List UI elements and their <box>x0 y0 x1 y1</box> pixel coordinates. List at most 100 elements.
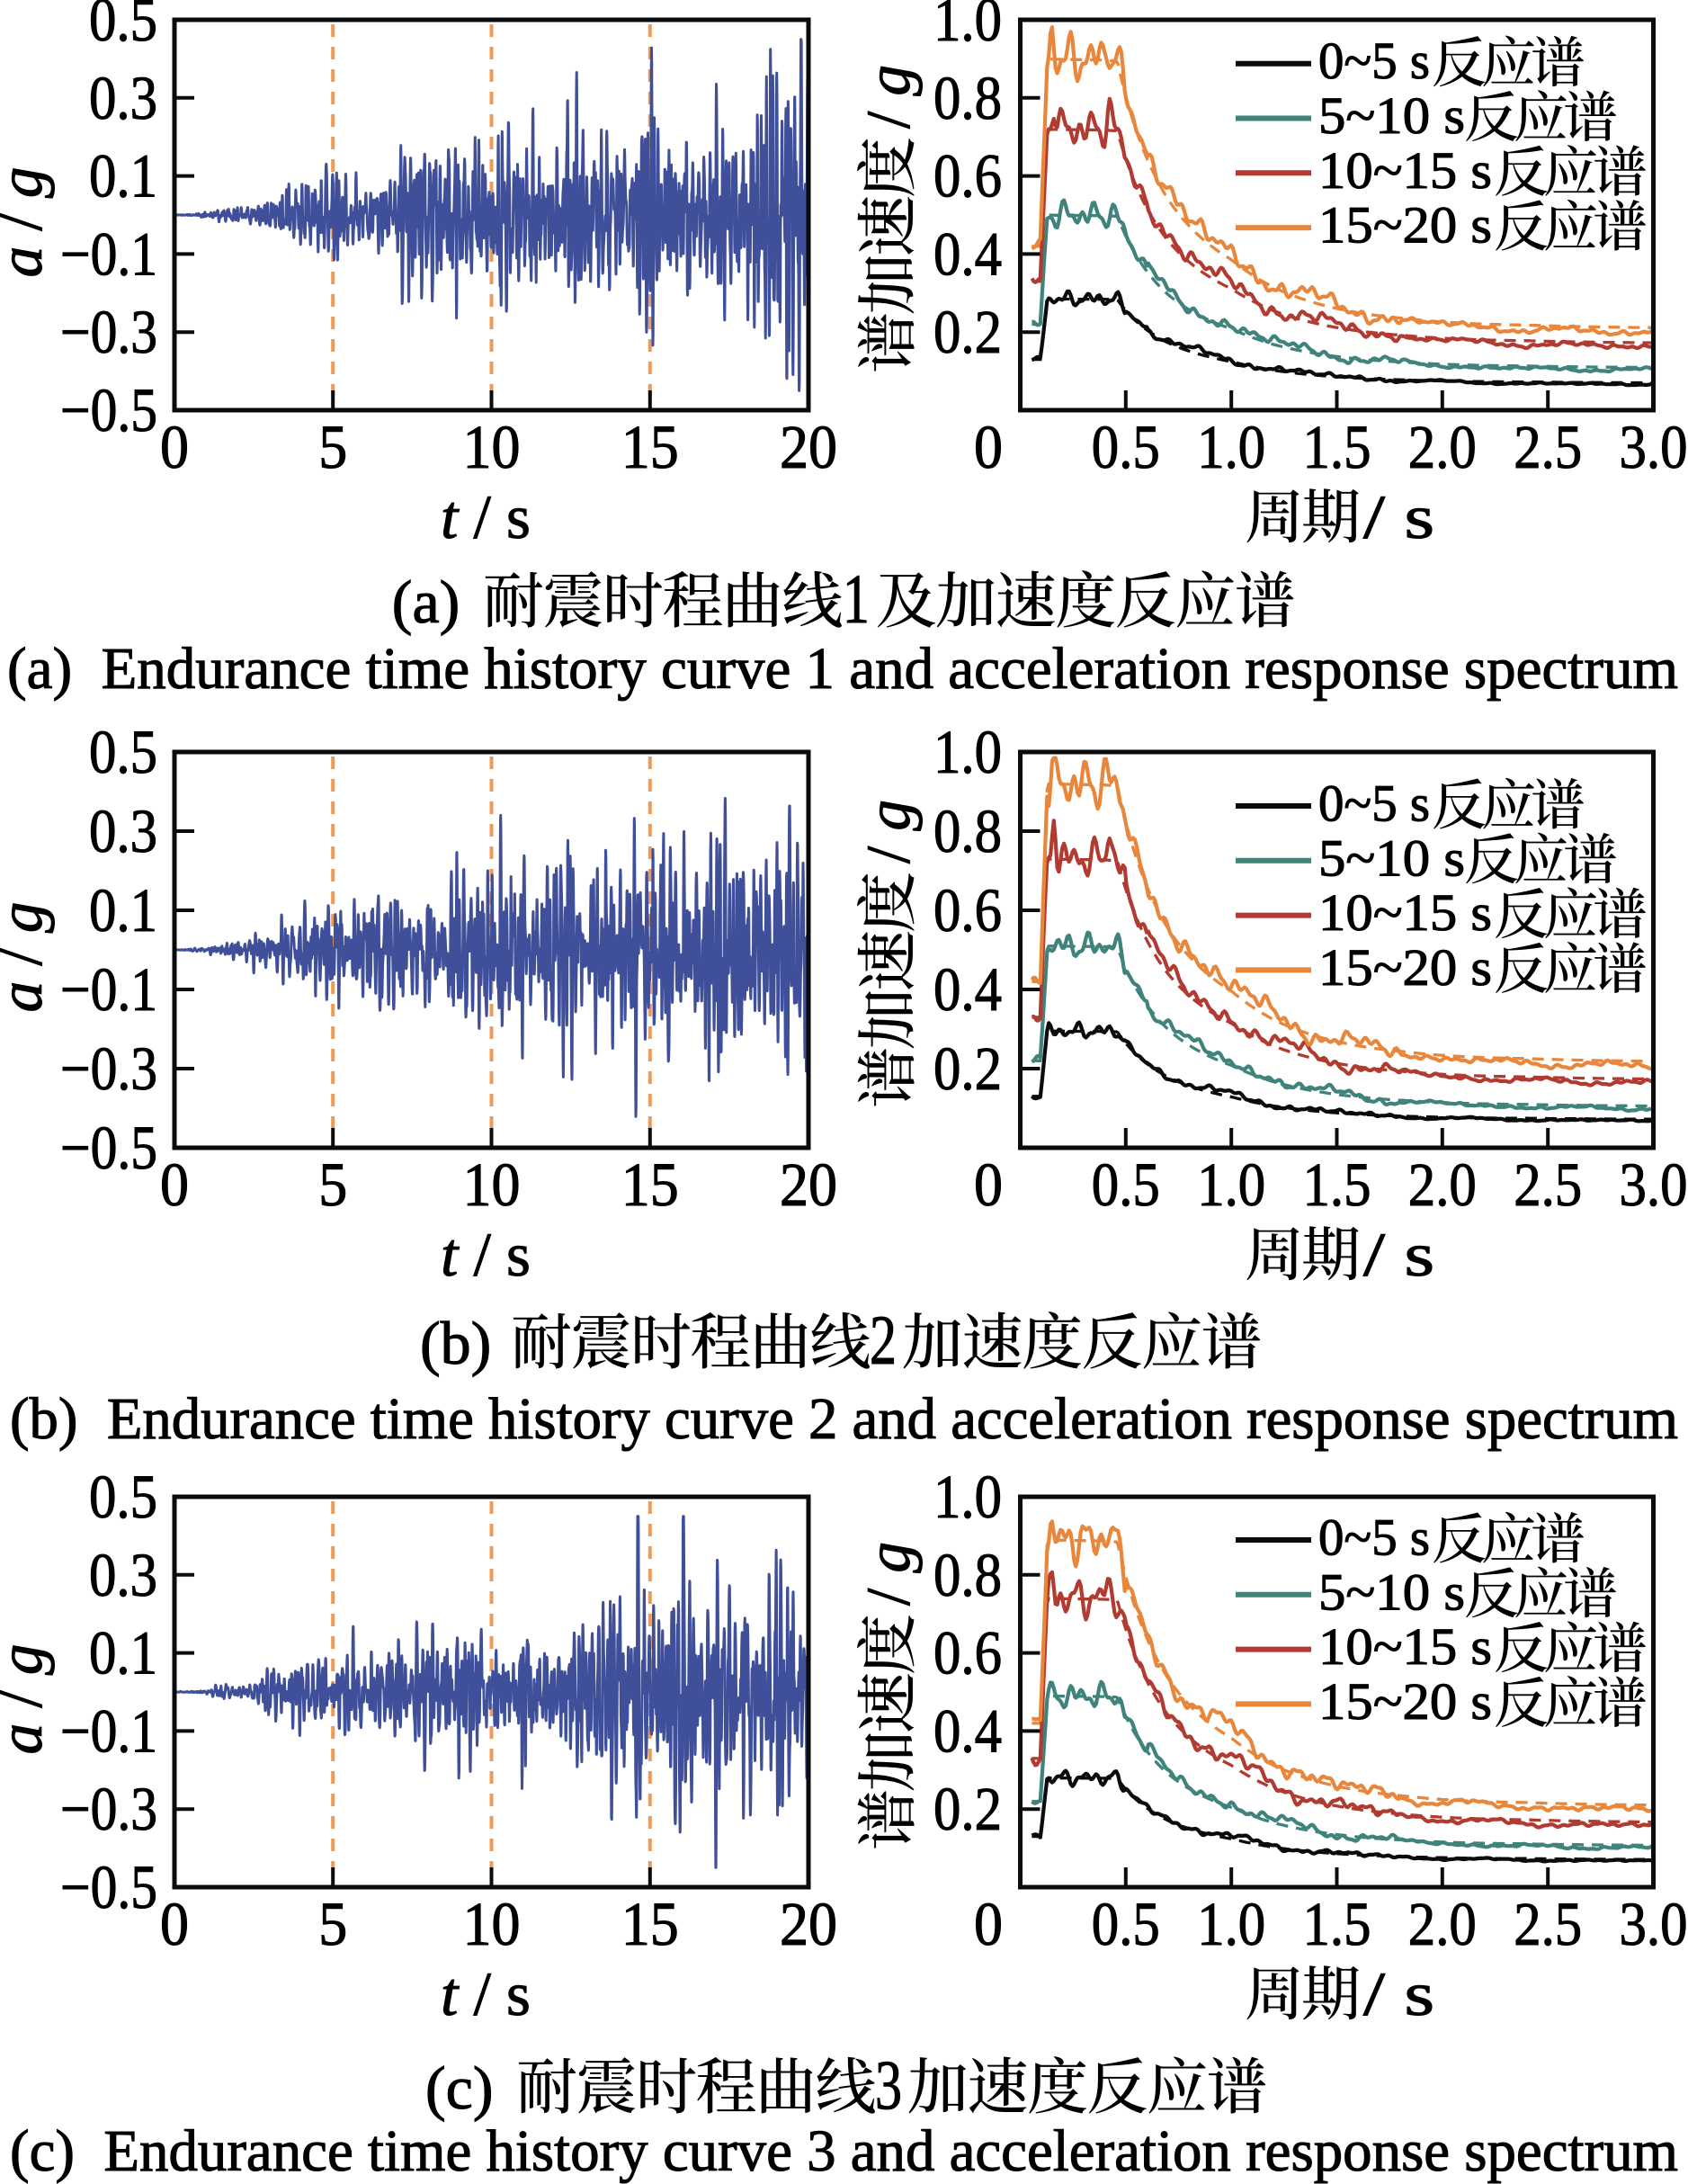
svg-text:15~20 s: 15~20 s <box>1318 1672 1492 1731</box>
svg-text:15: 15 <box>621 1890 679 1958</box>
svg-text:3.0: 3.0 <box>1620 1150 1688 1219</box>
svg-text:0: 0 <box>160 1890 189 1958</box>
svg-text:0.5: 0.5 <box>89 0 157 54</box>
svg-text:0.2: 0.2 <box>933 1775 1002 1843</box>
svg-text:0: 0 <box>974 1890 1003 1958</box>
svg-text:1.0: 1.0 <box>933 718 1002 786</box>
svg-text:0.4: 0.4 <box>933 955 1002 1024</box>
svg-text:/ g: / g <box>854 1542 923 1606</box>
svg-text:1.5: 1.5 <box>1303 413 1371 481</box>
svg-text:0.5: 0.5 <box>1092 413 1160 481</box>
svg-text:15~20 s: 15~20 s <box>1318 196 1492 255</box>
svg-text:5: 5 <box>318 413 347 481</box>
svg-text:0~5 s: 0~5 s <box>1318 31 1430 90</box>
svg-text:0.1: 0.1 <box>89 142 157 210</box>
svg-text:−0.3: −0.3 <box>60 1775 157 1843</box>
svg-text:0.3: 0.3 <box>89 1541 157 1609</box>
svg-text:−0.5: −0.5 <box>60 1853 157 1921</box>
svg-text:0.6: 0.6 <box>933 876 1002 944</box>
svg-text:5~10 s: 5~10 s <box>1318 1562 1465 1621</box>
svg-text:5: 5 <box>318 1150 347 1219</box>
svg-text:0.3: 0.3 <box>89 64 157 132</box>
svg-text:15: 15 <box>621 413 679 481</box>
svg-text:0.8: 0.8 <box>933 797 1002 865</box>
svg-text:0: 0 <box>160 1150 189 1219</box>
svg-text:a / g: a / g <box>0 902 55 1013</box>
svg-text:10: 10 <box>463 1150 521 1219</box>
svg-text:0.2: 0.2 <box>933 298 1002 366</box>
svg-text:/ s: / s <box>1363 483 1434 551</box>
svg-text:10: 10 <box>463 1890 521 1958</box>
svg-text:15: 15 <box>621 1150 679 1219</box>
svg-text:1.5: 1.5 <box>1303 1890 1371 1958</box>
svg-text:0.1: 0.1 <box>89 1619 157 1687</box>
svg-text:(c): (c) <box>425 2054 493 2122</box>
svg-text:1: 1 <box>843 559 870 638</box>
svg-text:(a) Endurance time history cu: (a) Endurance time history curve 1 and a… <box>7 636 1678 702</box>
svg-text:10: 10 <box>463 413 521 481</box>
svg-text:5~10 s: 5~10 s <box>1318 828 1465 887</box>
svg-text:0: 0 <box>974 413 1003 481</box>
svg-text:−0.1: −0.1 <box>60 1696 157 1765</box>
svg-text:10~15 s: 10~15 s <box>1318 141 1492 200</box>
svg-text:1.0: 1.0 <box>1197 1150 1265 1219</box>
svg-text:1.5: 1.5 <box>1303 1150 1371 1219</box>
svg-text:2.0: 2.0 <box>1408 1890 1477 1958</box>
svg-text:−0.5: −0.5 <box>60 376 157 444</box>
svg-text:5~10 s: 5~10 s <box>1318 86 1465 145</box>
svg-text:(b): (b) <box>420 1309 491 1377</box>
svg-text:3: 3 <box>875 2045 902 2124</box>
svg-text:0.4: 0.4 <box>933 1696 1002 1765</box>
svg-text:a / g: a / g <box>0 1644 55 1755</box>
svg-text:(c) Endurance time history cu: (c) Endurance time history curve 3 and a… <box>10 2118 1678 2184</box>
svg-text:5: 5 <box>318 1890 347 1958</box>
svg-text:20: 20 <box>780 1150 837 1219</box>
svg-text:1.0: 1.0 <box>933 0 1002 54</box>
svg-text:2.0: 2.0 <box>1408 1150 1477 1219</box>
svg-text:1.0: 1.0 <box>933 1463 1002 1531</box>
svg-text:0~5 s: 0~5 s <box>1318 1508 1430 1567</box>
svg-text:(b) Endurance time history cu: (b) Endurance time history curve 2 and a… <box>10 1386 1678 1452</box>
svg-text:10~15 s: 10~15 s <box>1318 883 1492 942</box>
svg-text:0.5: 0.5 <box>89 718 157 786</box>
svg-text:t / s: t / s <box>441 1221 531 1289</box>
svg-text:2: 2 <box>870 1301 897 1379</box>
svg-text:−0.1: −0.1 <box>60 219 157 288</box>
svg-text:3.0: 3.0 <box>1620 413 1688 481</box>
svg-text:0.3: 0.3 <box>89 797 157 865</box>
svg-text:/ g: / g <box>854 800 923 864</box>
svg-text:−0.3: −0.3 <box>60 298 157 366</box>
svg-text:20: 20 <box>780 1890 837 1958</box>
svg-text:0.8: 0.8 <box>933 64 1002 132</box>
svg-text:−0.3: −0.3 <box>60 1034 157 1103</box>
svg-text:20: 20 <box>780 413 837 481</box>
svg-text:t / s: t / s <box>441 483 531 551</box>
svg-text:2.5: 2.5 <box>1514 413 1582 481</box>
svg-text:0: 0 <box>160 413 189 481</box>
svg-text:0.4: 0.4 <box>933 219 1002 288</box>
svg-text:0.2: 0.2 <box>933 1034 1002 1103</box>
svg-text:(a): (a) <box>392 568 460 636</box>
svg-text:0.5: 0.5 <box>1092 1150 1160 1219</box>
svg-text:0~5 s: 0~5 s <box>1318 774 1430 833</box>
svg-text:0.5: 0.5 <box>89 1463 157 1531</box>
svg-text:−0.5: −0.5 <box>60 1114 157 1182</box>
svg-text:/ g: / g <box>854 65 923 129</box>
svg-text:/ s: / s <box>1363 1221 1434 1289</box>
svg-text:t / s: t / s <box>441 1960 531 2028</box>
svg-text:3.0: 3.0 <box>1620 1890 1688 1958</box>
svg-text:/ s: / s <box>1363 1960 1434 2028</box>
svg-text:0.8: 0.8 <box>933 1541 1002 1609</box>
svg-text:2.5: 2.5 <box>1514 1890 1582 1958</box>
svg-text:1.0: 1.0 <box>1197 1890 1265 1958</box>
svg-text:15~20 s: 15~20 s <box>1318 938 1492 997</box>
svg-text:0: 0 <box>974 1150 1003 1219</box>
svg-text:0.6: 0.6 <box>933 142 1002 210</box>
svg-text:a / g: a / g <box>0 167 55 278</box>
svg-text:10~15 s: 10~15 s <box>1318 1617 1492 1676</box>
svg-text:1.0: 1.0 <box>1197 413 1265 481</box>
svg-text:0.1: 0.1 <box>89 876 157 944</box>
svg-text:2.0: 2.0 <box>1408 413 1477 481</box>
svg-text:0.5: 0.5 <box>1092 1890 1160 1958</box>
svg-text:0.6: 0.6 <box>933 1619 1002 1687</box>
